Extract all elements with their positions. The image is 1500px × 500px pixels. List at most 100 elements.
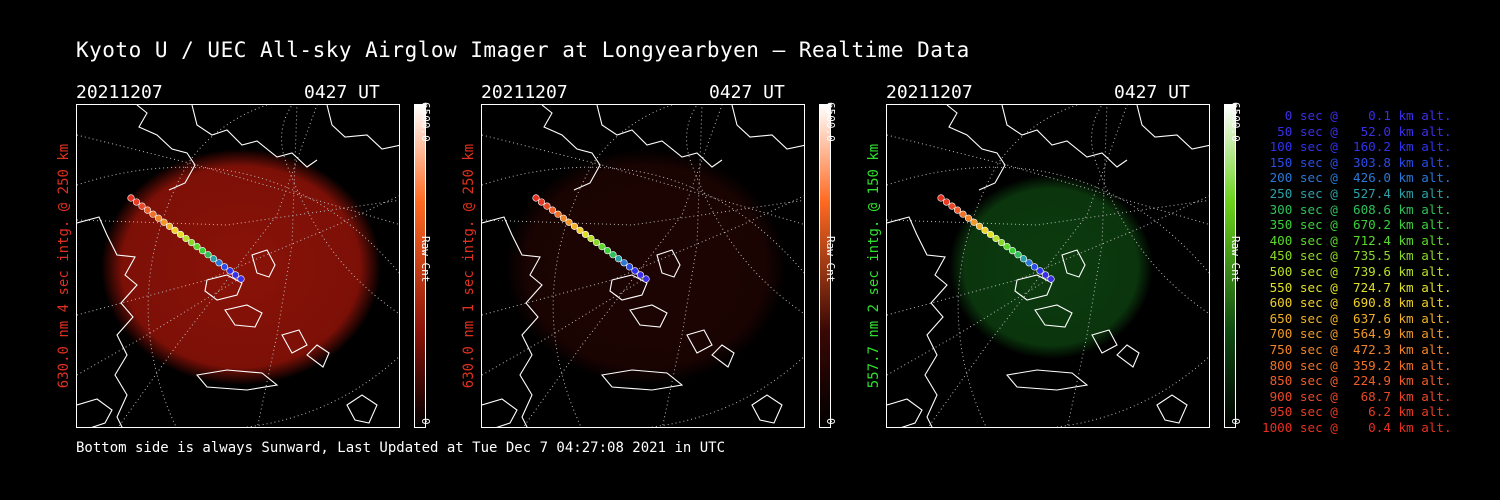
trajectory-point [992, 234, 1000, 243]
trajectory-point [1041, 271, 1050, 279]
trajectory-point [636, 271, 645, 279]
legend-entry: 400 sec @ 712.4 km alt. [1262, 232, 1452, 248]
latlon-grid-line [77, 279, 238, 376]
coastline [1156, 394, 1188, 424]
trajectory-point [543, 202, 551, 210]
coastline [656, 249, 681, 278]
trajectory-point [937, 194, 945, 202]
trajectory-point [631, 267, 639, 275]
trajectory-point [576, 226, 584, 234]
trajectory-point [231, 271, 240, 279]
legend-entry: 450 sec @ 735.5 km alt. [1262, 248, 1452, 264]
legend-entry: 100 sec @ 160.2 km alt. [1262, 139, 1452, 155]
trajectory-point [226, 267, 234, 275]
trajectory-point [592, 238, 601, 247]
panel-date: 20211207 [886, 82, 973, 103]
latlon-grid-line [686, 105, 804, 315]
latlon-grid-line [281, 105, 399, 315]
trajectory-point [127, 194, 135, 202]
airglow-disk [949, 175, 1153, 359]
coastline [887, 216, 948, 427]
trajectory-point [1003, 243, 1011, 251]
panel-date: 20211207 [481, 82, 568, 103]
trajectory-point [1036, 267, 1044, 275]
coastline [946, 105, 1006, 191]
trajectory-point [603, 247, 612, 255]
trajectory-point [587, 234, 595, 243]
legend-entry: 850 sec @ 224.9 km alt. [1262, 373, 1452, 389]
coastline [326, 105, 399, 150]
coastline [541, 105, 601, 191]
coastline [731, 105, 804, 150]
panel-ylabel-text: 557.7 nm 2 sec intg. @ 150 km [866, 143, 882, 389]
latlon-grid-line [1066, 105, 1108, 427]
legend-entry: 900 sec @ 68.7 km alt. [1262, 388, 1452, 404]
imager-panel-2: 20211207 0427 UT 630.0 nm 1 sec intg. @ … [461, 82, 876, 432]
latlon-grid-line [661, 105, 703, 427]
panel-time: 0427 UT [709, 82, 785, 103]
coastline [195, 369, 279, 391]
colorbar-min: 0 [1229, 418, 1242, 425]
coastline [482, 398, 518, 427]
latlon-grid-line [1052, 356, 1209, 427]
coastline [1034, 304, 1073, 328]
colorbar [1224, 104, 1236, 428]
trajectory-point [237, 275, 245, 283]
footer-status: Bottom side is always Sunward, Last Upda… [76, 440, 726, 456]
legend-entry: 950 sec @ 6.2 km alt. [1262, 404, 1452, 420]
coastline [191, 105, 318, 168]
coastline [887, 398, 923, 427]
coastline [1136, 105, 1209, 150]
legend-entry: 750 sec @ 472.3 km alt. [1262, 341, 1452, 357]
legend-entry: 800 sec @ 359.2 km alt. [1262, 357, 1452, 373]
trajectory-legend: 0 sec @ 0.1 km alt. 50 sec @ 52.0 km alt… [1262, 108, 1452, 435]
coastline [600, 369, 684, 391]
legend-entry: 600 sec @ 690.8 km alt. [1262, 295, 1452, 311]
trajectory-point [609, 251, 617, 259]
trajectory-point [198, 247, 207, 255]
colorbar-min: 0 [824, 418, 837, 425]
coastline [1001, 105, 1128, 168]
legend-entry: 50 sec @ 52.0 km alt. [1262, 123, 1452, 139]
coastline [482, 216, 543, 427]
coastline [686, 329, 713, 354]
trajectory-point [138, 202, 146, 210]
coastline [1061, 249, 1086, 278]
coastline [751, 394, 783, 424]
trajectory-point [642, 275, 650, 283]
trajectory-point [154, 214, 163, 222]
latlon-grid-line [482, 279, 643, 376]
map-canvas [887, 105, 1209, 427]
legend-entry: 300 sec @ 608.6 km alt. [1262, 201, 1452, 217]
airglow-disk [506, 149, 786, 385]
trajectory-point [165, 222, 174, 230]
trajectory-point [171, 226, 179, 234]
legend-entry: 150 sec @ 303.8 km alt. [1262, 154, 1452, 170]
coastline [629, 304, 668, 328]
trajectory-point [532, 194, 540, 202]
coastline [1005, 369, 1089, 391]
panel-date: 20211207 [76, 82, 163, 103]
trajectory-point [981, 226, 989, 234]
coastline [204, 274, 243, 301]
coastline [1091, 329, 1118, 354]
trajectory-point [997, 238, 1006, 247]
trajectory-point [132, 198, 141, 206]
trajectory-point [570, 222, 579, 230]
coastline [306, 344, 330, 368]
legend-entry: 700 sec @ 564.9 km alt. [1262, 326, 1452, 342]
trajectory-point [964, 214, 973, 222]
panel-ylabel-text: 630.0 nm 4 sec intg. @ 250 km [56, 143, 72, 389]
trajectory-point [959, 210, 967, 218]
coastline [346, 394, 378, 424]
legend-entry: 650 sec @ 637.6 km alt. [1262, 310, 1452, 326]
trajectory-point [220, 263, 229, 271]
coastline [596, 105, 723, 168]
trajectory-point [614, 255, 623, 263]
allsky-map [481, 104, 805, 428]
trajectory-point [143, 206, 152, 214]
trajectory-point [986, 230, 995, 239]
trajectory-point [215, 259, 223, 267]
panel-time: 0427 UT [304, 82, 380, 103]
map-canvas [77, 105, 399, 427]
